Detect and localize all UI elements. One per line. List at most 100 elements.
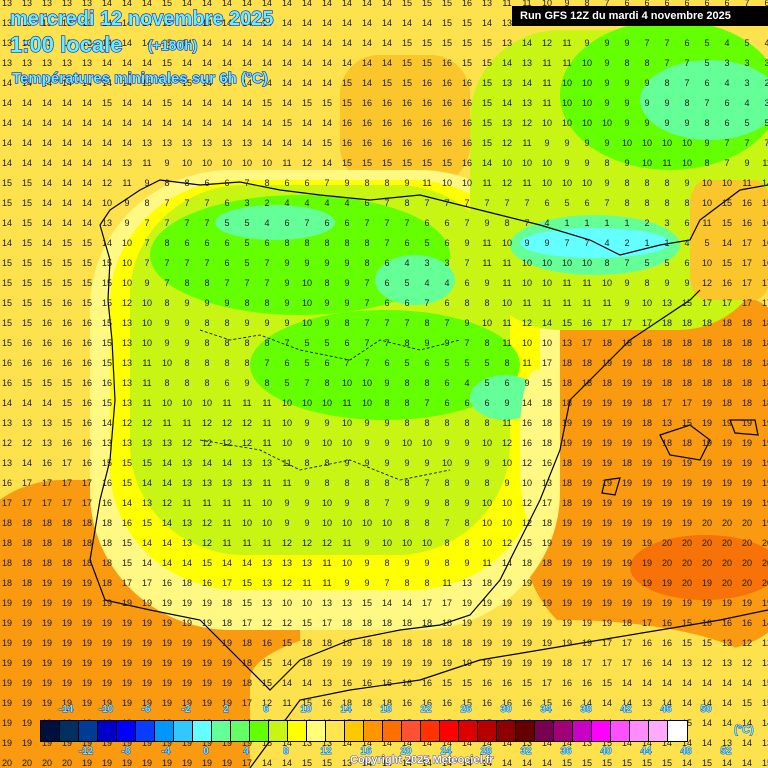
grid-value: 10 — [361, 398, 372, 408]
grid-value: 10 — [661, 138, 672, 148]
grid-value: 14 — [261, 118, 272, 128]
grid-value: 10 — [501, 158, 512, 168]
grid-value: 9 — [504, 478, 510, 488]
grid-value: 19 — [41, 738, 52, 748]
grid-value: 16 — [1, 378, 12, 388]
grid-value: 14 — [221, 58, 232, 68]
grid-value: 8 — [464, 538, 470, 548]
grid-value: 5 — [704, 38, 710, 48]
grid-value: 16 — [461, 0, 472, 8]
grid-value: 15 — [81, 298, 92, 308]
grid-value: 7 — [624, 258, 630, 268]
grid-value: 10 — [541, 178, 552, 188]
grid-value: 14 — [421, 738, 432, 748]
grid-value: 17 — [61, 498, 72, 508]
grid-value: 17 — [421, 598, 432, 608]
grid-value: 7 — [224, 278, 230, 288]
grid-value: 18 — [401, 618, 412, 628]
grid-value: 20 — [721, 518, 732, 528]
grid-value: 16 — [481, 698, 492, 708]
grid-value: 9 — [384, 378, 390, 388]
grid-value: 13 — [41, 418, 52, 428]
grid-value: 9 — [364, 458, 370, 468]
grid-value: 14 — [21, 118, 32, 128]
grid-value: 19 — [61, 638, 72, 648]
grid-value: 11 — [762, 158, 768, 168]
grid-value: 9 — [584, 138, 590, 148]
grid-value: 19 — [701, 458, 712, 468]
grid-value: 14 — [501, 758, 512, 768]
grid-value: 8 — [444, 558, 450, 568]
grid-value: 15 — [461, 18, 472, 28]
grid-value: 15 — [101, 358, 112, 368]
grid-value: 16 — [641, 658, 652, 668]
grid-value: 10 — [261, 498, 272, 508]
grid-value: 5 — [404, 278, 410, 288]
grid-value: 9 — [684, 118, 690, 128]
legend-tick-bottom: 48 — [680, 746, 692, 758]
grid-value: 10 — [361, 518, 372, 528]
grid-value: 6 — [464, 278, 470, 288]
grid-value: 9 — [364, 578, 370, 588]
grid-value: 14 — [1, 98, 12, 108]
grid-value: 15 — [21, 298, 32, 308]
grid-value: 5 — [664, 258, 670, 268]
legend-swatch — [668, 721, 687, 741]
grid-value: 14 — [241, 38, 252, 48]
grid-value: 9 — [344, 298, 350, 308]
grid-value: 3 — [424, 258, 430, 268]
grid-value: 7 — [664, 38, 670, 48]
grid-value: 18 — [61, 518, 72, 528]
grid-value: 19 — [41, 678, 52, 688]
grid-value: 15 — [81, 258, 92, 268]
grid-value: 4 — [264, 218, 270, 228]
grid-value: 13 — [561, 338, 572, 348]
grid-value: 8 — [324, 238, 330, 248]
grid-value: 6 — [184, 238, 190, 248]
grid-value: 9 — [304, 418, 310, 428]
grid-value: 7 — [364, 318, 370, 328]
grid-value: 14 — [521, 78, 532, 88]
grid-value: 12 — [281, 538, 292, 548]
grid-value: 16 — [761, 238, 768, 248]
grid-value: 16 — [641, 638, 652, 648]
grid-value: 19 — [81, 678, 92, 688]
grid-value: 10 — [261, 158, 272, 168]
grid-value: 18 — [721, 358, 732, 368]
grid-value: 19 — [81, 738, 92, 748]
grid-value: 15 — [721, 218, 732, 228]
grid-value: 10 — [601, 118, 612, 128]
legend-tick-bottom: 8 — [283, 746, 289, 758]
grid-value: 19 — [741, 458, 752, 468]
grid-value: 4 — [404, 258, 410, 268]
grid-value: 17 — [41, 498, 52, 508]
grid-value: 11 — [262, 418, 272, 428]
grid-value: 10 — [441, 458, 452, 468]
grid-value: 20 — [21, 758, 32, 768]
grid-value: 18 — [341, 698, 352, 708]
grid-value: 6 — [324, 358, 330, 368]
grid-value: 9 — [164, 338, 170, 348]
grid-value: 18 — [341, 638, 352, 648]
grid-value: 15 — [121, 458, 132, 468]
grid-value: 8 — [344, 478, 350, 488]
grid-value: 15 — [301, 698, 312, 708]
grid-value: 15 — [681, 418, 692, 428]
grid-value: 9 — [464, 438, 470, 448]
grid-value: 19 — [501, 598, 512, 608]
grid-value: 6 — [444, 298, 450, 308]
grid-value: 14 — [1, 218, 12, 228]
grid-value: 14 — [41, 218, 52, 228]
grid-value: 15 — [281, 118, 292, 128]
grid-value: 9 — [324, 258, 330, 268]
legend-swatch — [212, 721, 231, 741]
grid-value: 14 — [301, 678, 312, 688]
grid-value: 15 — [301, 98, 312, 108]
grid-value: 10 — [701, 258, 712, 268]
grid-value: 15 — [161, 0, 172, 8]
grid-value: 7 — [384, 318, 390, 328]
grid-value: 13 — [541, 478, 552, 488]
grid-value: 11 — [542, 78, 552, 88]
grid-value: 18 — [561, 498, 572, 508]
grid-value: 7 — [444, 198, 450, 208]
